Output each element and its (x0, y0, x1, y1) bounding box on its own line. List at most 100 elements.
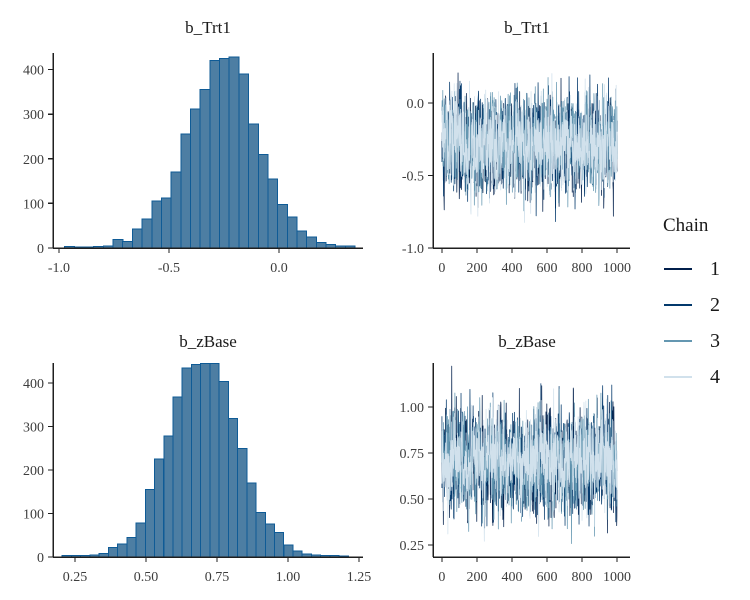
title-trace-b-trt1: b_Trt1 (504, 18, 550, 37)
histogram-bar (191, 363, 202, 558)
y-tick-label: 0.75 (400, 447, 425, 462)
histogram-bar (107, 546, 119, 558)
legend-line-swatch (664, 303, 692, 307)
histogram-bar (264, 523, 276, 558)
legend-item-label: 1 (710, 258, 720, 280)
histogram-bar (199, 89, 211, 249)
y-tick-label: 400 (23, 377, 44, 392)
x-tick-label: 0.0 (270, 261, 288, 276)
chain-legend: Chain 1 2 3 4 (660, 214, 745, 400)
hist-b-trt1-panel: -1.0 -0.5 0.0 0 100 200 300 400 (23, 53, 363, 276)
histogram-bar (238, 73, 250, 249)
y-tick-label: 100 (23, 197, 44, 212)
y-tick-label: -0.5 (402, 170, 424, 185)
chain-4-trace (441, 73, 618, 223)
x-tick-label: 0 (438, 261, 445, 276)
histogram-bar (126, 536, 137, 558)
x-tick-label: 600 (536, 261, 557, 276)
histogram-bar (283, 544, 294, 558)
histogram-bar (219, 57, 230, 249)
x-tick-label: 800 (572, 261, 593, 276)
legend-item-label: 4 (710, 366, 720, 388)
histogram-bar (292, 550, 303, 558)
histogram-bar (141, 218, 153, 249)
histogram-bar (209, 60, 221, 249)
x-tick-label: 1.25 (347, 570, 372, 585)
x-tick-label: -1.0 (48, 261, 70, 276)
histogram-bar (180, 133, 191, 249)
histogram-bar (181, 367, 192, 558)
histogram-bar (296, 230, 308, 249)
histogram-bar (267, 178, 279, 249)
x-axis: 0 200 400 600 800 1000 (433, 247, 631, 276)
histogram-bar (227, 418, 239, 558)
x-tick-label: 1000 (603, 570, 631, 585)
histogram-bar (161, 197, 172, 249)
histogram-bars (61, 362, 349, 558)
y-tick-label: 0.50 (400, 493, 425, 508)
legend-items: 1 2 3 4 (660, 256, 745, 390)
histogram-bars (64, 56, 356, 249)
legend-line-swatch (664, 339, 692, 343)
x-tick-label: -0.5 (158, 261, 180, 276)
histogram-bar (209, 362, 220, 558)
x-tick-label: 0 (438, 570, 445, 585)
legend-item-chain-3: 3 (660, 328, 745, 354)
trace-b-zbase-panel: 0 200 400 600 800 1000 1.00 0.75 0.50 0.25 (400, 363, 631, 585)
trace-b-trt1-panel: 0 200 400 600 800 1000 0.0 -0.5 -1.0 (402, 53, 631, 276)
legend-line-swatch (664, 375, 692, 379)
x-tick-label: 400 (501, 570, 522, 585)
hist-b-zbase-panel: 0.25 0.50 0.75 1.00 1.25 0 100 200 300 400 (23, 362, 372, 585)
y-axis: 0 100 200 300 400 (23, 53, 54, 257)
histogram-bar (144, 489, 156, 558)
title-trace-b-zbase: b_zBase (498, 332, 556, 351)
histogram-bar (122, 240, 133, 249)
x-tick-label: 0.75 (205, 570, 230, 585)
histogram-bar (286, 216, 298, 249)
y-axis: 1.00 0.75 0.50 0.25 (400, 363, 434, 557)
y-tick-label: 100 (23, 508, 44, 523)
chain-4-trace (441, 388, 618, 542)
legend-line-swatch (664, 267, 692, 271)
x-axis: 0 200 400 600 800 1000 (433, 556, 631, 585)
histogram-bar (228, 56, 240, 249)
y-tick-label: 0 (37, 551, 44, 566)
x-tick-label: 600 (536, 570, 557, 585)
histogram-bar (277, 204, 288, 249)
histogram-bar (200, 362, 211, 558)
histogram-bar (163, 435, 174, 558)
histogram-bar (237, 447, 248, 558)
x-tick-label: 800 (572, 570, 593, 585)
x-tick-label: 1.00 (276, 570, 301, 585)
histogram-bar (306, 236, 317, 249)
y-tick-label: 0 (37, 242, 44, 257)
legend-item-chain-1: 1 (660, 256, 745, 282)
trace-lines (441, 365, 618, 545)
y-tick-label: 0.25 (400, 539, 425, 554)
histogram-bar (112, 239, 124, 249)
histogram-bar (117, 543, 128, 558)
histogram-bar (135, 522, 146, 558)
histogram-bar (154, 458, 165, 558)
legend-title: Chain (663, 215, 709, 236)
histogram-bar (274, 532, 285, 558)
trace-lines (441, 72, 618, 223)
x-tick-label: 200 (466, 570, 487, 585)
y-tick-label: 300 (23, 421, 44, 436)
title-hist-b-trt1: b_Trt1 (185, 18, 231, 37)
x-axis: 0.25 0.50 0.75 1.00 1.25 (53, 556, 372, 585)
histogram-bar (255, 512, 266, 558)
y-tick-label: 1.00 (400, 401, 425, 416)
y-tick-label: 300 (23, 108, 44, 123)
x-tick-label: 200 (466, 261, 487, 276)
y-tick-label: 400 (23, 64, 44, 79)
histogram-bar (315, 242, 327, 249)
histogram-bar (257, 153, 269, 249)
y-axis: 0 100 200 300 400 (23, 363, 54, 566)
histogram-bar (248, 123, 259, 249)
y-axis: 0.0 -0.5 -1.0 (402, 53, 434, 257)
y-tick-label: 200 (23, 153, 44, 168)
x-tick-label: 0.50 (134, 570, 159, 585)
